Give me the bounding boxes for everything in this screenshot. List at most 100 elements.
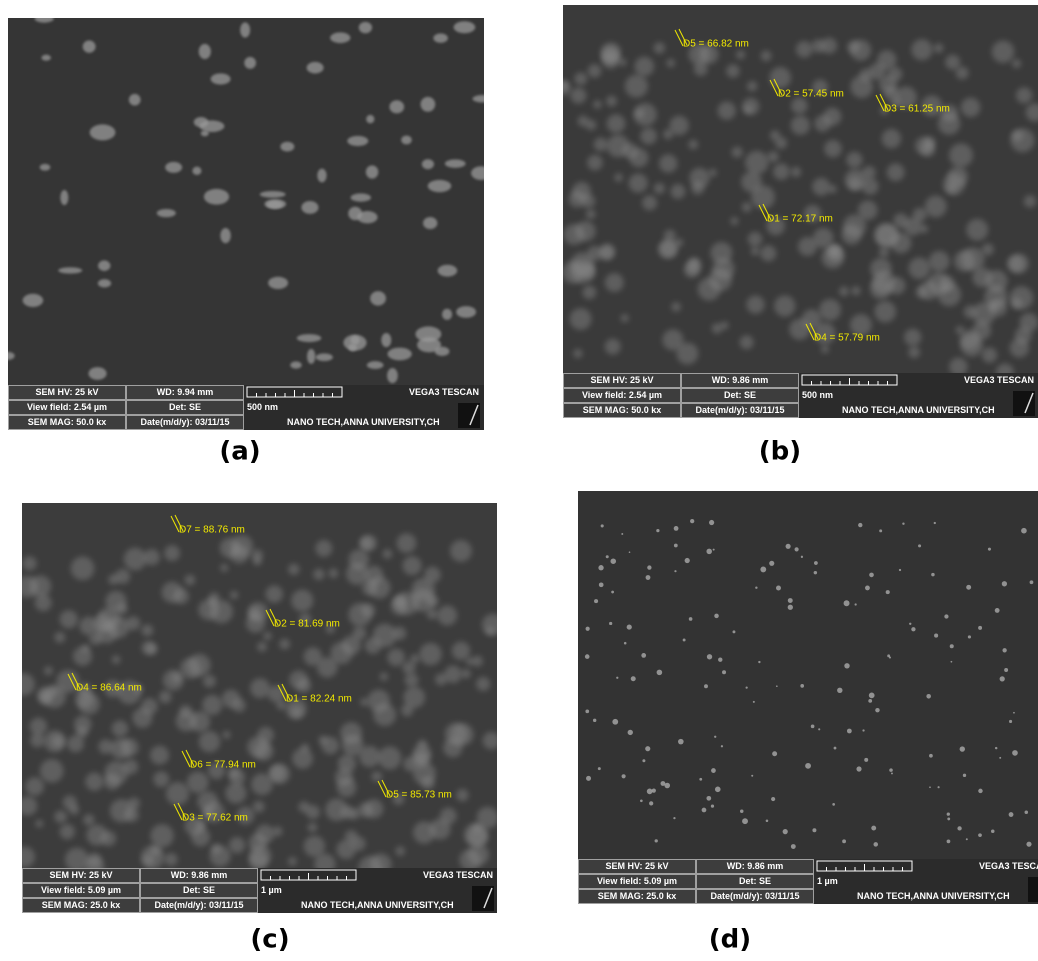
measurement-label: D5 = 85.73 nm — [386, 790, 452, 801]
particle — [675, 238, 684, 247]
particle — [159, 691, 172, 704]
particle — [631, 676, 636, 681]
particle — [674, 544, 678, 548]
particle — [774, 295, 795, 316]
particle — [911, 39, 932, 60]
particle — [963, 774, 966, 777]
particle — [814, 561, 818, 565]
measurement-label: D7 = 88.76 nm — [179, 525, 245, 536]
particle — [575, 221, 595, 241]
particle — [378, 746, 401, 769]
particle — [1026, 842, 1031, 847]
info-text: NANO TECH,ANNA UNIVERSITY,CH — [287, 417, 440, 427]
particle — [288, 857, 297, 866]
particle — [472, 656, 483, 667]
particle — [625, 74, 648, 97]
particle — [772, 751, 777, 756]
particle — [582, 285, 596, 299]
particle — [268, 277, 288, 289]
particle — [471, 166, 491, 180]
info-text: NANO TECH,ANNA UNIVERSITY,CH — [857, 891, 1010, 901]
particle — [419, 643, 441, 665]
particle — [605, 273, 624, 292]
particle — [884, 86, 898, 100]
particle — [769, 561, 774, 566]
particle — [307, 349, 315, 364]
particle — [30, 718, 48, 736]
particle — [461, 669, 471, 679]
particle — [736, 50, 745, 59]
particle — [678, 739, 684, 745]
particle — [594, 599, 598, 603]
info-text: 1 µm — [261, 885, 282, 895]
particle — [646, 575, 651, 580]
particle — [454, 21, 476, 33]
particle — [297, 678, 311, 692]
particle — [845, 169, 867, 191]
particle — [622, 774, 626, 778]
particle — [450, 540, 472, 562]
particle — [741, 171, 762, 192]
particle — [1010, 286, 1033, 309]
particle — [856, 766, 861, 771]
particle — [230, 591, 238, 599]
particle — [992, 40, 1015, 63]
particle — [621, 314, 629, 322]
particle — [999, 757, 1001, 759]
logo — [1028, 877, 1038, 902]
particle — [223, 731, 231, 739]
particle — [602, 46, 619, 63]
particle — [587, 155, 603, 171]
particle — [585, 654, 590, 659]
particle — [683, 638, 686, 641]
particle — [347, 136, 368, 146]
particle — [918, 544, 921, 547]
particle — [864, 758, 868, 762]
particle — [740, 809, 743, 812]
particle — [740, 335, 754, 349]
particle — [655, 839, 658, 842]
particle — [821, 345, 829, 353]
particle — [991, 830, 995, 834]
particle — [129, 94, 141, 106]
particle — [751, 775, 753, 777]
particle — [938, 786, 940, 788]
particle — [929, 786, 931, 788]
particle — [612, 719, 618, 725]
particle — [269, 765, 285, 781]
info-text: NANO TECH,ANNA UNIVERSITY,CH — [842, 405, 995, 415]
particle — [929, 754, 933, 758]
particle — [370, 291, 386, 306]
particle — [247, 736, 269, 758]
panel-label: (b) — [759, 437, 801, 467]
particle — [1002, 648, 1006, 652]
particle — [934, 634, 938, 638]
info-text: View field: 2.54 µm — [27, 402, 107, 412]
particle — [627, 624, 632, 629]
particle — [468, 844, 489, 865]
particle — [71, 557, 95, 581]
particle — [574, 72, 587, 85]
info-text: WD: 9.86 mm — [727, 861, 784, 871]
particle — [601, 524, 604, 527]
particle — [830, 248, 840, 258]
particle — [879, 247, 890, 258]
particle — [359, 22, 372, 33]
particle — [887, 163, 905, 181]
particle — [559, 80, 568, 89]
info-text: VEGA3 TESCAN — [979, 861, 1038, 871]
particle — [982, 243, 994, 255]
particle — [995, 747, 997, 749]
particle — [714, 736, 716, 738]
particle — [931, 573, 934, 576]
particle — [108, 574, 119, 585]
particle — [373, 703, 396, 726]
particle — [211, 73, 231, 84]
particle — [279, 639, 290, 650]
particle — [90, 124, 116, 140]
particle — [389, 100, 404, 113]
particle — [403, 556, 422, 575]
particle — [280, 142, 294, 152]
particle — [869, 573, 874, 578]
image-background — [8, 18, 484, 385]
